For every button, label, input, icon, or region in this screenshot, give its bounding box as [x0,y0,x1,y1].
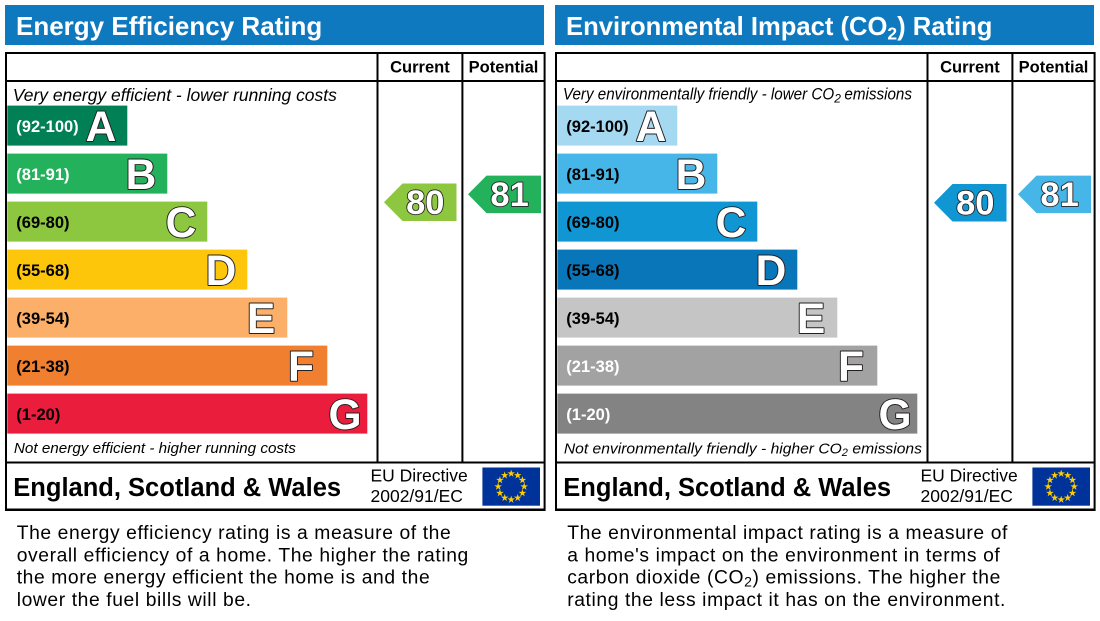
svg-text:(39-54): (39-54) [566,310,619,328]
svg-text:Very environmentally friendly: Very environmentally friendly - lower CO [563,85,834,104]
svg-text:emissions: emissions [848,440,922,457]
svg-text:(69-80): (69-80) [16,214,69,232]
svg-text:(69-80): (69-80) [566,214,619,232]
svg-text:D: D [756,248,787,295]
svg-text:emissions: emissions [840,85,912,104]
svg-text:(55-68): (55-68) [16,262,69,280]
svg-text:A: A [86,104,117,151]
svg-text:The environmental impact ratin: The environmental impact rating is a mea… [567,523,1008,544]
svg-text:a home's impact on the environ: a home's impact on the environment in te… [567,545,1000,566]
svg-text:2: 2 [833,92,841,106]
svg-text:(55-68): (55-68) [566,262,619,280]
svg-text:Potential: Potential [1019,59,1089,77]
svg-text:81: 81 [1040,176,1078,214]
svg-text:81: 81 [490,176,528,214]
svg-text:rating the less impact it has: rating the less impact it has on the env… [567,590,1006,611]
svg-text:B: B [126,152,157,199]
svg-text:(1-20): (1-20) [566,406,610,424]
svg-text:C: C [166,200,197,247]
svg-text:overall efficiency of a home.: overall efficiency of a home. The higher… [17,545,469,566]
svg-text:2: 2 [841,447,848,459]
svg-text:the more energy efficient the: the more energy efficient the home is an… [17,568,431,589]
svg-text:(92-100): (92-100) [566,118,628,136]
svg-text:(92-100): (92-100) [16,118,78,136]
svg-text:A: A [636,104,667,151]
svg-text:2002/91/EC: 2002/91/EC [371,486,463,506]
svg-text:(21-38): (21-38) [16,358,69,376]
svg-text:(81-91): (81-91) [566,166,619,184]
svg-text:Very energy efficient - lower: Very energy efficient - lower running co… [13,85,337,105]
svg-text:England, Scotland & Wales: England, Scotland & Wales [563,474,891,502]
svg-text:E: E [247,296,275,343]
svg-text:80: 80 [406,184,444,222]
svg-text:The energy efficiency rating i: The energy efficiency rating is a measur… [17,523,452,544]
svg-text:(81-91): (81-91) [16,166,69,184]
svg-text:EU Directive: EU Directive [921,466,1018,486]
svg-text:lower the fuel bills will be.: lower the fuel bills will be. [17,590,252,611]
svg-text:(1-20): (1-20) [16,406,60,424]
svg-text:(39-54): (39-54) [16,310,69,328]
svg-text:80: 80 [956,185,994,223]
svg-text:(21-38): (21-38) [566,358,619,376]
svg-text:Energy Efficiency Rating: Energy Efficiency Rating [16,11,322,41]
svg-text:F: F [838,344,864,391]
svg-text:England, Scotland & Wales: England, Scotland & Wales [13,474,341,502]
svg-text:Current: Current [940,59,1000,77]
svg-text:F: F [288,344,314,391]
svg-text:C: C [716,200,747,247]
svg-text:Not energy efficient - higher: Not energy efficient - higher running co… [14,440,296,457]
svg-text:Potential: Potential [469,59,539,77]
svg-text:carbon dioxide (CO2) emissions: carbon dioxide (CO2) emissions. The high… [567,568,1001,590]
svg-text:Environmental Impact (CO2) Rat: Environmental Impact (CO2) Rating [566,13,992,44]
svg-text:2002/91/EC: 2002/91/EC [921,486,1013,506]
svg-text:G: G [878,392,911,439]
svg-text:Not environmentally friendly -: Not environmentally friendly - higher CO [564,440,842,457]
svg-text:G: G [328,392,361,439]
svg-text:B: B [676,152,707,199]
svg-text:EU Directive: EU Directive [371,466,468,486]
svg-text:E: E [797,296,825,343]
svg-text:D: D [206,248,237,295]
svg-text:Current: Current [390,59,450,77]
